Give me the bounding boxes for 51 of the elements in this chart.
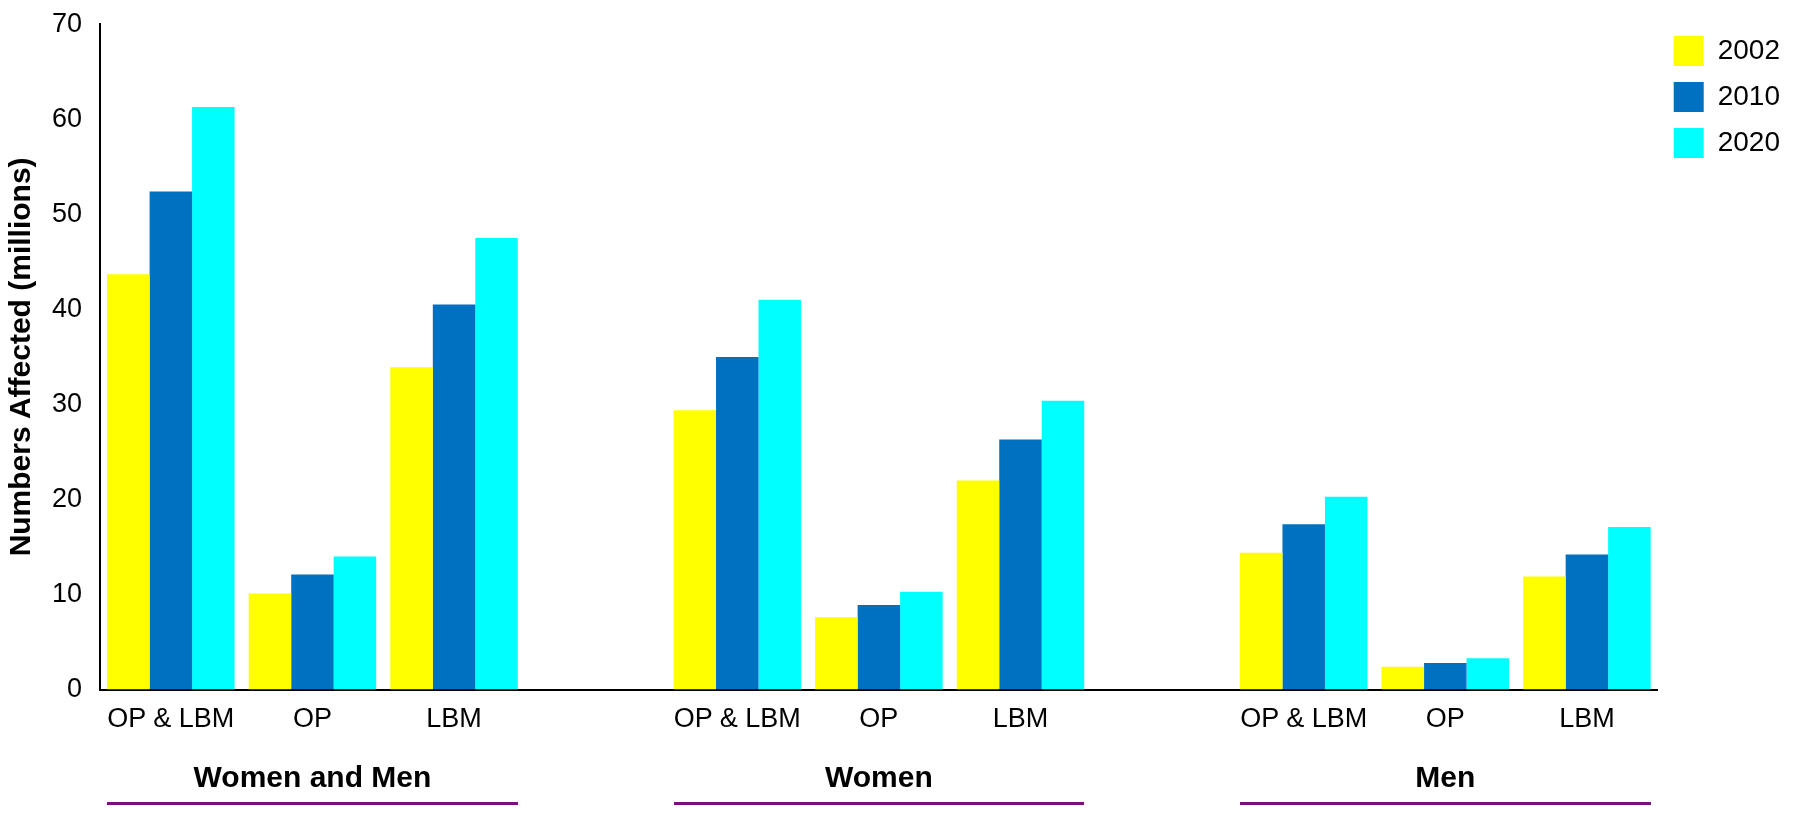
- bar: [1565, 554, 1609, 690]
- bar: [673, 410, 717, 690]
- x-tick-label: OP: [292, 703, 332, 734]
- text: Women: [824, 760, 933, 794]
- bar: [1282, 524, 1325, 690]
- text: Women and Men: [193, 760, 432, 794]
- bar: [1381, 666, 1425, 690]
- bar: [999, 439, 1042, 690]
- y-tick-label: 60: [51, 102, 83, 133]
- y-tick-label: 20: [51, 482, 83, 513]
- bar: [149, 191, 193, 690]
- y-tick-label: 50: [51, 197, 83, 228]
- bar: [1324, 496, 1368, 690]
- x-tick-label: OP & LBM: [1240, 703, 1368, 734]
- bar: [192, 106, 235, 690]
- bar: [1239, 552, 1283, 690]
- x-tick-label: OP & LBM: [673, 703, 801, 734]
- x-tick-label: OP: [1425, 703, 1465, 734]
- bar: [900, 591, 943, 690]
- bar: [333, 556, 377, 690]
- y-tick-label: 0: [67, 673, 83, 704]
- y-tick-label: 30: [51, 387, 83, 418]
- y-axis-title: Numbers Affected (millions): [3, 157, 37, 557]
- bar: [248, 593, 292, 690]
- bar: [815, 617, 858, 690]
- legend-label: 2002: [1717, 33, 1781, 65]
- y-tick-label: 40: [51, 292, 83, 323]
- legend-label: 2010: [1717, 79, 1781, 111]
- x-tick-label: OP & LBM: [107, 703, 235, 734]
- text: Men: [1415, 760, 1476, 794]
- bar: [1424, 662, 1467, 690]
- bar: [857, 605, 901, 690]
- x-tick-label: LBM: [992, 703, 1049, 734]
- legend-label: 2020: [1717, 125, 1781, 157]
- bar: [956, 480, 1000, 690]
- bar: [758, 299, 801, 690]
- bar: [475, 238, 518, 690]
- bar: [291, 574, 334, 690]
- bar: [1466, 658, 1510, 690]
- y-tick-label: 70: [51, 7, 83, 38]
- bar: [432, 304, 476, 690]
- bar: [1608, 527, 1651, 690]
- x-tick-label: LBM: [1559, 703, 1615, 734]
- y-tick-label: 10: [51, 578, 83, 608]
- x-tick-label: OP: [859, 703, 899, 734]
- bar: [390, 367, 433, 690]
- bar: [107, 274, 150, 690]
- bar: [716, 356, 759, 690]
- x-tick-label: LBM: [426, 703, 482, 734]
- bar: [1041, 400, 1085, 690]
- bar: [1523, 576, 1566, 690]
